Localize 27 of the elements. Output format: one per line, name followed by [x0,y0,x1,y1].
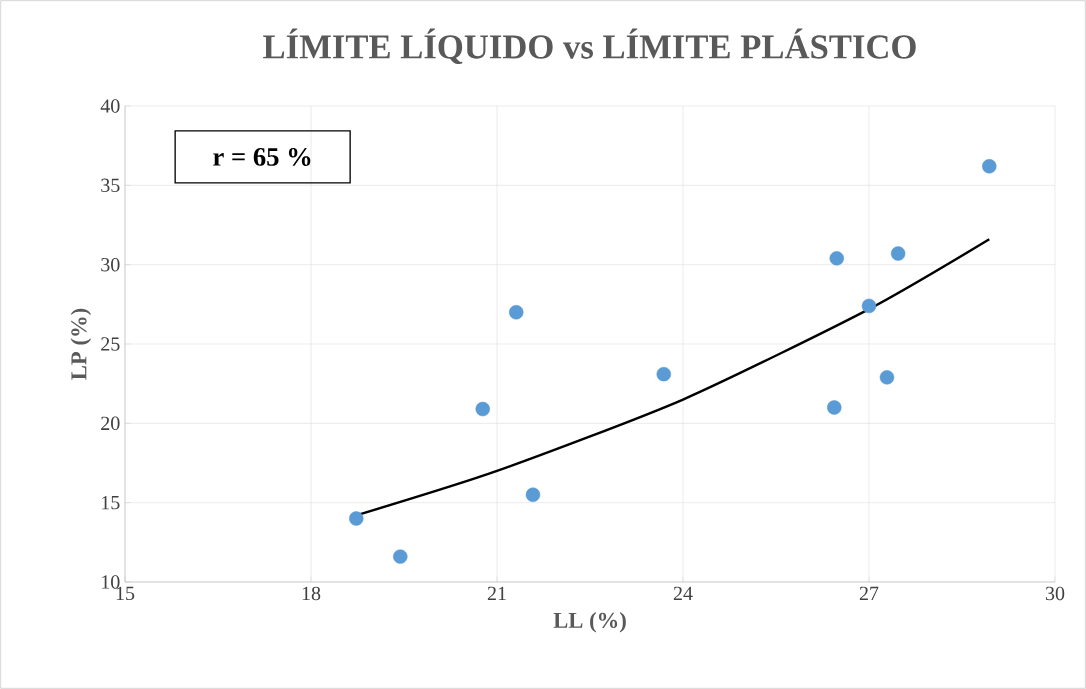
point [656,366,671,382]
x-tick-label: 24 [673,586,693,600]
point [349,511,364,526]
point [890,246,906,261]
point [829,251,844,266]
x-tick-label: 30 [1045,586,1065,601]
x-axis-title: LL (%) [553,612,626,633]
y-tick-label: 25 [101,337,120,351]
point [861,298,877,314]
point [827,400,842,415]
point [475,401,490,417]
x-tick-label: 27 [859,586,879,600]
point [879,370,895,385]
y-tick-label: 20 [101,416,120,431]
annotation: r = 65 % [213,147,311,166]
chart-title: LÍMITE LÍQUIDO vs LÍMITE PLÁSTICO [263,28,916,64]
y-tick-label: 15 [102,495,120,510]
y-axis-title: LP (%) [70,308,92,380]
point [509,305,524,320]
y-tick-label: 40 [100,99,120,113]
y-tick-label: 35 [101,178,120,193]
y-tick-label: 30 [101,257,120,272]
x-tick-label: 21 [487,586,506,600]
point [393,549,408,564]
point [982,159,997,174]
x-tick-label: 18 [302,586,321,601]
point [525,487,541,502]
